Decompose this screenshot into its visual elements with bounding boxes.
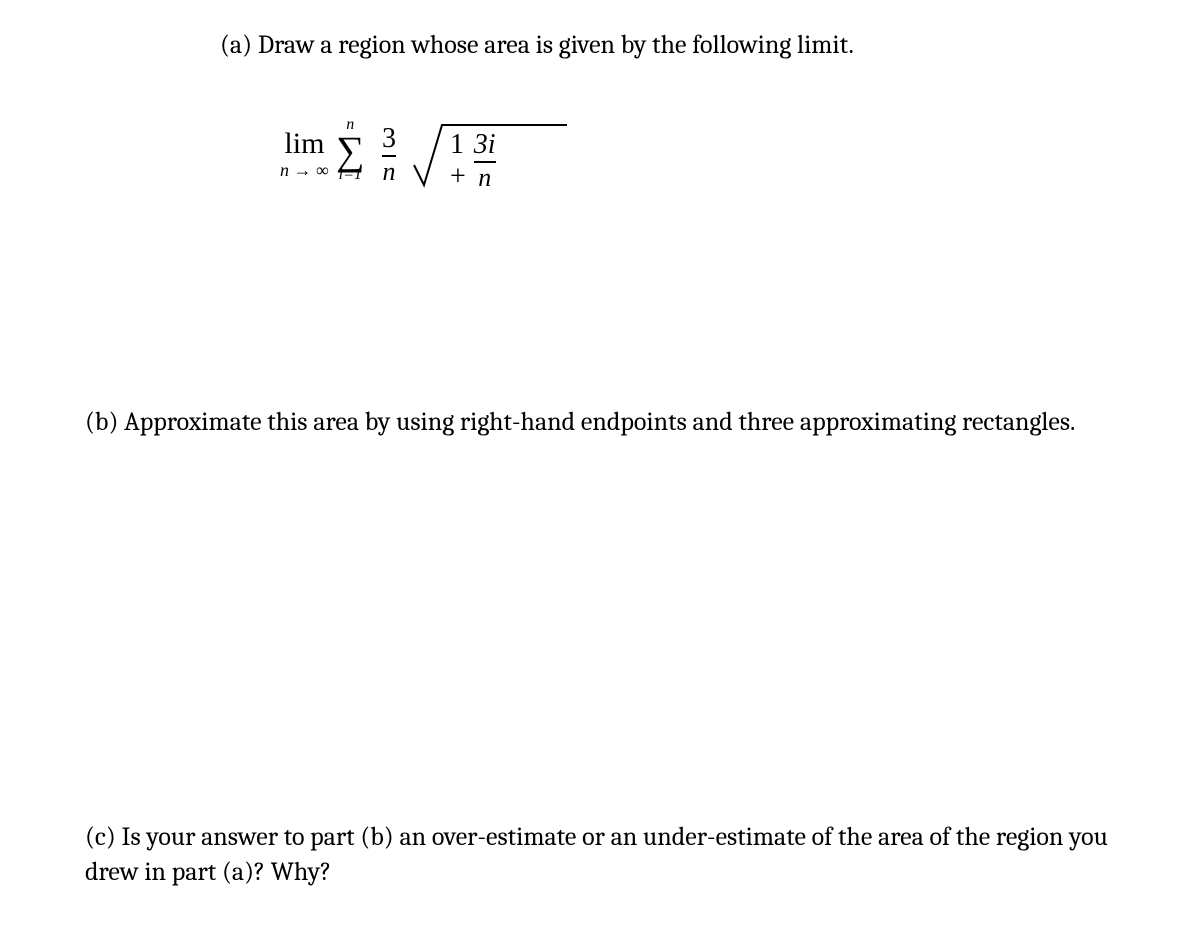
frac1-denominator: n	[382, 159, 396, 185]
lim-arrow: →	[294, 160, 312, 180]
lim-var: n	[280, 160, 289, 180]
frac1-numerator: 3	[382, 125, 396, 153]
part-a-label: (a)	[220, 30, 252, 60]
page: (a) Draw a region whose area is given by…	[0, 0, 1200, 920]
fraction-3-over-n: 3 n	[382, 125, 396, 185]
summation: n ∑ i=1	[336, 117, 365, 183]
lim-inf: ∞	[316, 160, 329, 180]
part-b-text: Approximate this area by using right-han…	[124, 407, 1075, 437]
part-a-text: Draw a region whose area is given by the…	[258, 30, 854, 60]
frac2-denominator: n	[474, 165, 496, 191]
sigma-symbol: ∑	[336, 133, 365, 169]
lim-subscript: n → ∞	[280, 161, 329, 179]
lim-text: lim	[280, 129, 329, 159]
part-c-text: Is your answer to part (b) an over-estim…	[85, 822, 1108, 887]
part-c-label: (c)	[85, 822, 116, 852]
frac2-numerator: 3i	[474, 131, 496, 159]
limit-formula: lim n → ∞ n ∑ i=1 3 n 1 + 3i	[280, 115, 1115, 215]
radicand: 1 + 3i n	[450, 129, 496, 193]
limit-operator: lim n → ∞	[280, 129, 329, 179]
fraction-3i-over-n: 3i n	[474, 131, 496, 191]
part-c: (c) Is your answer to part (b) an over-e…	[85, 820, 1115, 890]
part-b: (b) Approximate this area by using right…	[85, 405, 1115, 440]
sum-lower: i=1	[336, 167, 365, 183]
one-plus: 1 +	[450, 129, 466, 193]
part-a: (a) Draw a region whose area is given by…	[220, 30, 1115, 60]
part-b-label: (b)	[85, 407, 118, 437]
